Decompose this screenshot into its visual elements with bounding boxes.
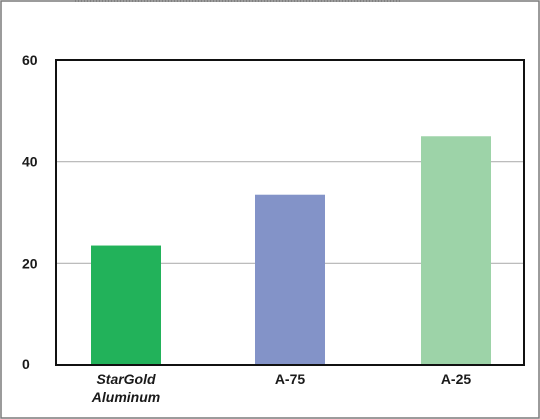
bar [421,136,491,365]
x-tick-label: A-25 [441,371,472,387]
bar [91,245,161,365]
x-tick-label-line: A-25 [441,371,472,387]
y-tick-label: 60 [22,52,38,68]
y-tick-label: 40 [22,154,38,170]
x-tick-label: StarGold Aluminum [91,371,160,405]
x-tick-label-line: Aluminum [91,389,160,405]
x-tick-label-line: A-75 [275,371,306,387]
x-tick-label: A-75 [275,371,306,387]
plot-area-border [55,59,525,366]
x-tick-label-line: StarGold [96,371,156,387]
bar [255,194,325,365]
y-tick-label: 20 [22,255,38,271]
y-tick-label: 0 [22,356,30,372]
bar-chart: 0 20 40 60 StarGold Aluminum A-75 A-25 [22,52,525,405]
